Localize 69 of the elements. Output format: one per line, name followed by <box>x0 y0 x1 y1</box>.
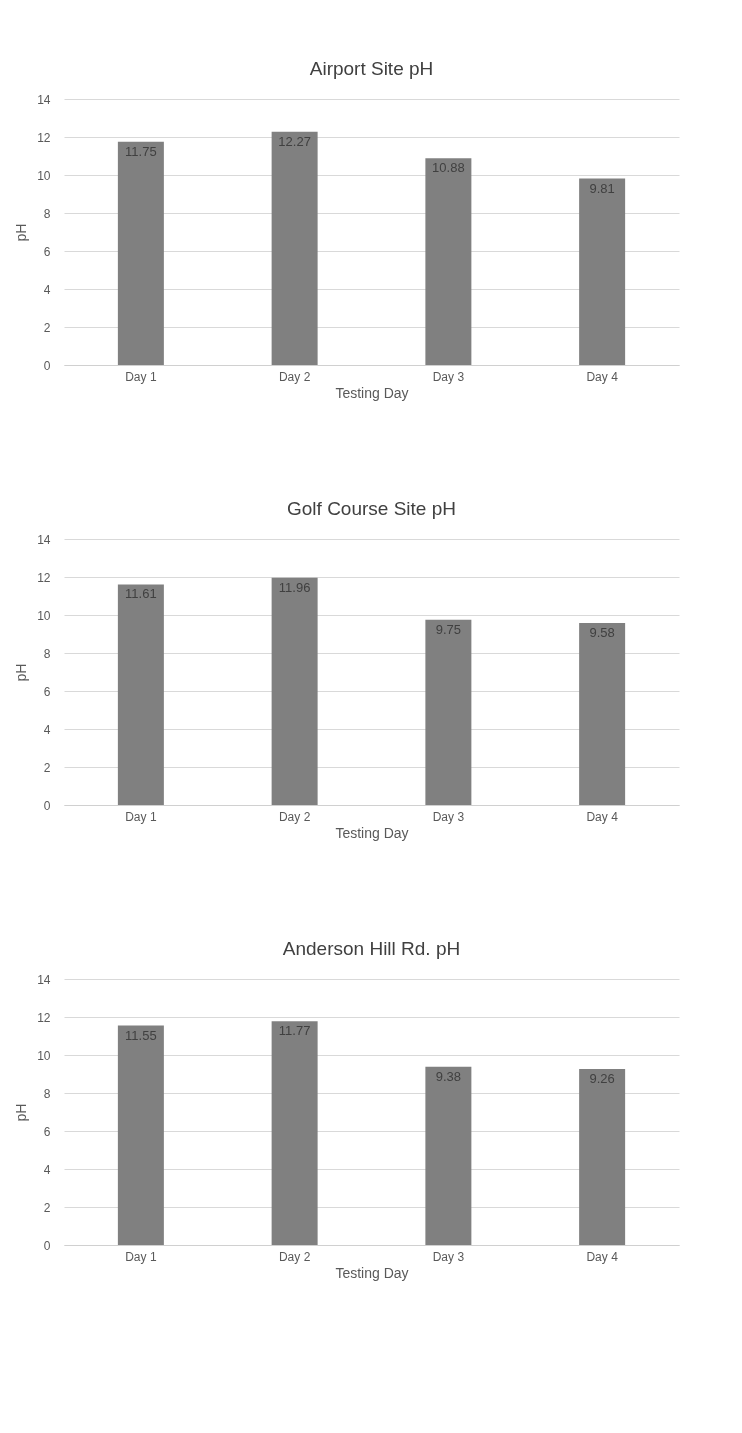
y-tick-label: 4 <box>43 722 51 737</box>
bar <box>271 131 318 365</box>
x-tick-label: Day 3 <box>432 369 465 384</box>
bar <box>117 584 164 805</box>
data-label: 11.55 <box>125 1027 157 1043</box>
x-axis-title: Testing Day <box>335 1264 409 1281</box>
y-tick-label: 12 <box>37 1010 51 1025</box>
bar <box>117 141 164 365</box>
bar <box>425 619 472 805</box>
x-axis-title: Testing Day <box>335 384 409 401</box>
x-tick-label: Day 4 <box>586 809 619 824</box>
data-label: 11.75 <box>125 143 157 159</box>
y-tick-label: 14 <box>37 532 51 547</box>
y-tick-label: 2 <box>43 1200 51 1215</box>
bar <box>117 1025 164 1245</box>
y-tick-label: 12 <box>37 130 51 145</box>
data-label: 9.26 <box>589 1071 615 1087</box>
y-tick-label: 6 <box>43 684 51 699</box>
y-tick-label: 0 <box>43 798 51 813</box>
x-tick-label: Day 1 <box>125 369 157 384</box>
y-tick-label: 0 <box>43 1238 51 1253</box>
x-tick-label: Day 4 <box>586 1249 619 1264</box>
y-tick-label: 6 <box>43 1124 51 1139</box>
data-label: 9.58 <box>589 624 615 640</box>
y-tick-label: 2 <box>43 760 51 775</box>
y-axis-title: pH <box>13 223 30 242</box>
y-tick-label: 14 <box>37 972 51 987</box>
data-label: 9.38 <box>435 1068 462 1084</box>
x-tick-label: Day 4 <box>586 369 619 384</box>
data-label: 12.27 <box>278 133 311 149</box>
x-tick-label: Day 2 <box>278 369 311 384</box>
y-tick-label: 4 <box>43 1162 51 1177</box>
y-tick-label: 8 <box>43 1086 51 1101</box>
y-tick-label: 10 <box>37 1048 51 1063</box>
data-label: 9.81 <box>589 180 615 196</box>
data-label: 11.61 <box>125 586 157 602</box>
x-tick-label: Day 3 <box>432 809 465 824</box>
bar <box>271 1021 318 1245</box>
y-tick-label: 8 <box>43 646 51 661</box>
bar <box>425 158 472 365</box>
bar <box>271 577 318 805</box>
chart-title: Airport Site pH <box>309 58 434 79</box>
y-tick-label: 0 <box>43 358 51 373</box>
y-tick-label: 8 <box>43 206 51 221</box>
y-tick-label: 10 <box>37 608 51 623</box>
y-tick-label: 10 <box>37 168 51 183</box>
chart-title: Golf Course Site pH <box>287 498 456 519</box>
y-tick-label: 4 <box>43 282 51 297</box>
x-tick-label: Day 2 <box>278 1249 311 1264</box>
data-label: 11.96 <box>278 579 311 595</box>
x-tick-label: Day 1 <box>125 809 157 824</box>
bar <box>579 1069 626 1245</box>
y-tick-label: 6 <box>43 244 51 259</box>
data-label: 9.75 <box>435 621 462 637</box>
y-tick-label: 14 <box>37 92 51 107</box>
x-tick-label: Day 1 <box>125 1249 157 1264</box>
x-tick-label: Day 2 <box>278 809 311 824</box>
bar <box>579 622 626 805</box>
data-label: 10.88 <box>432 160 465 176</box>
y-tick-label: 12 <box>37 570 51 585</box>
y-axis-title: pH <box>13 1103 30 1122</box>
y-tick-label: 2 <box>43 320 51 335</box>
data-label: 11.77 <box>278 1023 311 1039</box>
x-axis-title: Testing Day <box>335 824 409 841</box>
bar <box>425 1066 472 1245</box>
x-tick-label: Day 3 <box>432 1249 465 1264</box>
y-axis-title: pH <box>13 663 30 682</box>
chart-title: Anderson Hill Rd. pH <box>282 938 461 959</box>
bar <box>579 178 626 365</box>
